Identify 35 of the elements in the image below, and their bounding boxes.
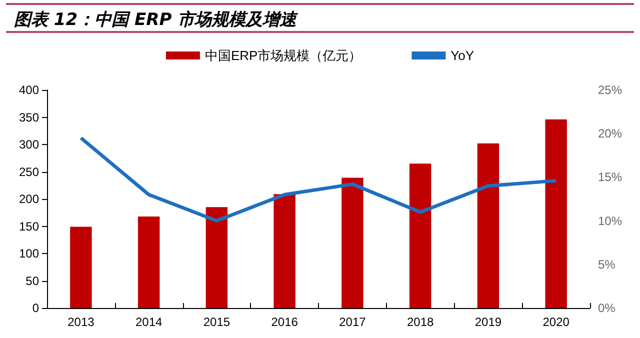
y-tick-label: 200	[18, 192, 40, 206]
y-tick-label: 250	[18, 164, 40, 179]
y-tick-label: 50	[26, 274, 40, 288]
y2-tick-label: 20%	[598, 126, 622, 141]
x-tick-label: 2015	[203, 315, 230, 329]
legend-label: YoY	[450, 48, 474, 63]
bar	[477, 143, 500, 308]
y2-tick-label: 5%	[598, 257, 616, 272]
y2-tick-label: 15%	[598, 170, 622, 184]
bar	[138, 216, 160, 308]
x-tick-label: 2016	[271, 315, 298, 329]
line-series	[79, 136, 558, 223]
x-tick-label: 2013	[68, 315, 95, 329]
y-tick-label: 350	[18, 110, 40, 124]
y-tick-label: 100	[18, 246, 40, 260]
y2-tick-label: 10%	[598, 214, 622, 228]
bar	[206, 207, 228, 308]
y2-tick-label: 0%	[598, 301, 616, 315]
y-tick-label: 150	[18, 219, 40, 234]
x-tick-label: 2018	[406, 315, 434, 329]
y-tick-label: 300	[18, 138, 40, 152]
y-tick-label: 400	[18, 83, 40, 97]
y-tick-label: 0	[32, 301, 40, 315]
bar	[545, 119, 567, 308]
x-tick-label: 2017	[339, 315, 366, 329]
bar	[70, 226, 92, 308]
y2-tick-label: 25%	[598, 83, 622, 97]
bar	[274, 194, 296, 308]
x-tick-label: 2014	[135, 315, 162, 329]
legend-label: 中国ERP市场规模（亿元）	[204, 48, 362, 63]
bar	[342, 178, 364, 308]
chart-title: 图表 12：中国 ERP 市场规模及增速	[6, 3, 634, 33]
x-tick-label: 2019	[474, 315, 502, 329]
bar	[409, 164, 432, 308]
x-tick-label: 2020	[542, 315, 570, 329]
